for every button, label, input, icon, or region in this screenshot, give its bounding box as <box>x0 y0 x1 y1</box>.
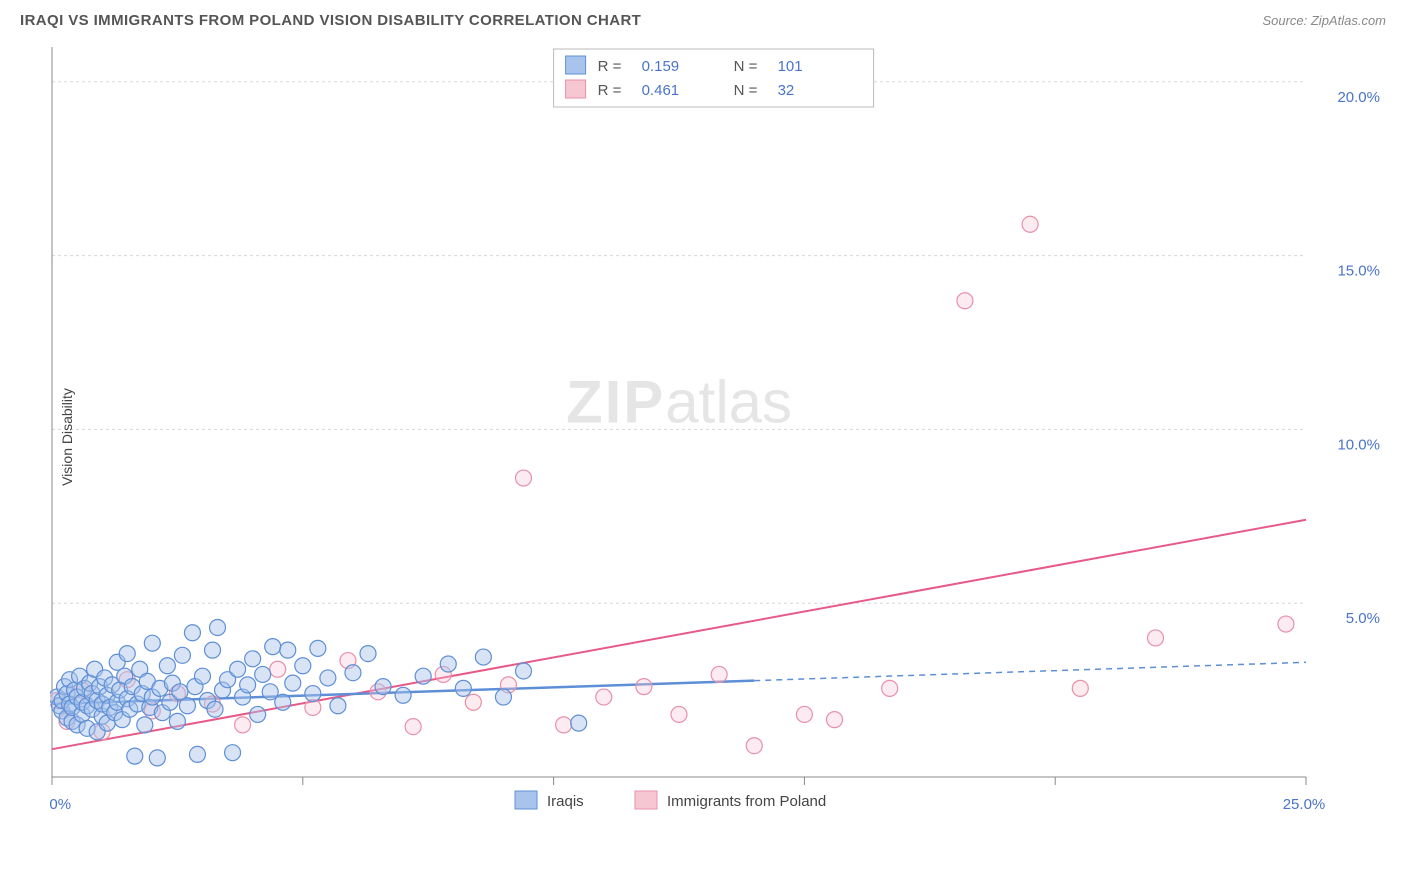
data-point-series-a <box>495 689 511 705</box>
data-point-series-a <box>225 745 241 761</box>
data-point-series-a <box>280 642 296 658</box>
data-point-series-a <box>179 698 195 714</box>
data-point-series-a <box>127 748 143 764</box>
legend-swatch <box>566 80 586 98</box>
data-point-series-a <box>159 658 175 674</box>
data-point-series-a <box>475 649 491 665</box>
y-axis-label: Vision Disability <box>59 388 75 486</box>
data-point-series-a <box>455 680 471 696</box>
data-point-series-b <box>235 717 251 733</box>
data-point-series-b <box>711 666 727 682</box>
correlation-scatter-chart: 5.0% 10.0% 15.0% 20.0% ZIPatlas 0.0% 25.0% R = 0… <box>50 37 1386 837</box>
data-point-series-a <box>375 679 391 695</box>
legend-swatch <box>515 791 537 809</box>
data-point-series-a <box>245 651 261 667</box>
data-point-series-b <box>556 717 572 733</box>
legend-swatch <box>635 791 657 809</box>
svg-text:101: 101 <box>778 58 803 75</box>
svg-text:25.0%: 25.0% <box>1283 796 1326 813</box>
data-point-series-a <box>189 746 205 762</box>
data-point-series-a <box>345 665 361 681</box>
data-point-series-a <box>310 640 326 656</box>
svg-text:N =: N = <box>734 82 758 99</box>
data-point-series-b <box>516 470 532 486</box>
data-point-series-a <box>149 750 165 766</box>
data-point-series-b <box>1022 216 1038 232</box>
svg-text:32: 32 <box>778 82 795 99</box>
trendline-series-a-ext <box>754 662 1306 680</box>
data-point-series-a <box>194 668 210 684</box>
data-point-series-a <box>210 620 226 636</box>
source-label: Source: ZipAtlas.com <box>1262 13 1386 28</box>
data-point-series-a <box>415 668 431 684</box>
svg-text:15.0%: 15.0% <box>1337 263 1380 280</box>
data-point-series-b <box>796 706 812 722</box>
data-point-series-b <box>882 680 898 696</box>
data-point-series-b <box>596 689 612 705</box>
data-point-series-b <box>671 706 687 722</box>
svg-text:R =: R = <box>598 82 622 99</box>
data-point-series-b <box>826 712 842 728</box>
data-point-series-b <box>746 738 762 754</box>
data-point-series-a <box>255 666 271 682</box>
data-point-series-a <box>440 656 456 672</box>
data-point-series-a <box>184 625 200 641</box>
data-point-series-a <box>205 642 221 658</box>
data-point-series-b <box>405 719 421 735</box>
data-point-series-a <box>137 717 153 733</box>
data-point-series-a <box>285 675 301 691</box>
svg-text:10.0%: 10.0% <box>1337 436 1380 453</box>
svg-text:0.159: 0.159 <box>642 58 680 75</box>
data-point-series-b <box>270 661 286 677</box>
data-point-series-b <box>957 293 973 309</box>
data-point-series-a <box>275 694 291 710</box>
legend-label: Iraqis <box>547 793 584 810</box>
data-point-series-a <box>174 647 190 663</box>
svg-text:20.0%: 20.0% <box>1337 89 1380 106</box>
watermark: ZIPatlas <box>566 368 792 435</box>
page-title: IRAQI VS IMMIGRANTS FROM POLAND VISION D… <box>20 12 641 29</box>
data-point-series-b <box>465 694 481 710</box>
data-point-series-a <box>265 639 281 655</box>
data-point-series-a <box>240 677 256 693</box>
data-point-series-a <box>250 706 266 722</box>
svg-text:0.0%: 0.0% <box>50 796 71 813</box>
data-point-series-a <box>395 687 411 703</box>
data-point-series-b <box>1148 630 1164 646</box>
data-point-series-a <box>207 701 223 717</box>
data-point-series-a <box>330 698 346 714</box>
data-point-series-b <box>636 679 652 695</box>
data-point-series-a <box>144 635 160 651</box>
data-point-series-a <box>169 713 185 729</box>
data-point-series-a <box>295 658 311 674</box>
data-point-series-b <box>1072 680 1088 696</box>
data-point-series-a <box>320 670 336 686</box>
data-point-series-a <box>119 646 135 662</box>
legend-label: Immigrants from Poland <box>667 793 826 810</box>
data-point-series-a <box>305 686 321 702</box>
data-point-series-a <box>230 661 246 677</box>
legend-swatch <box>566 56 586 74</box>
chart-container: Vision Disability 5.0% 10.0% 15.0% 20.0% ZIP… <box>50 37 1386 837</box>
data-point-series-b <box>1278 616 1294 632</box>
data-point-series-a <box>360 646 376 662</box>
svg-text:5.0%: 5.0% <box>1346 610 1380 627</box>
svg-text:0.461: 0.461 <box>642 82 680 99</box>
svg-text:N =: N = <box>734 58 758 75</box>
svg-text:R =: R = <box>598 58 622 75</box>
data-point-series-a <box>571 715 587 731</box>
data-point-series-a <box>516 663 532 679</box>
